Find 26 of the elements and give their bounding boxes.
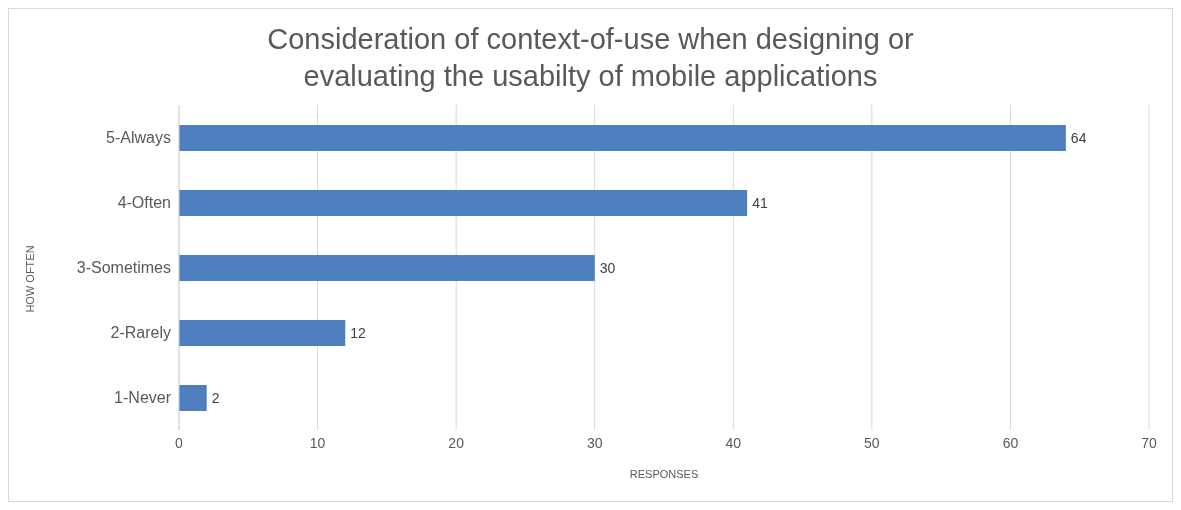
x-tick-label: 60 — [1002, 434, 1019, 451]
data-label: 12 — [350, 324, 367, 341]
x-tick-label: 0 — [175, 434, 184, 451]
y-tick-label: 1-Never — [114, 389, 172, 407]
bar — [179, 125, 1066, 151]
data-label: 30 — [599, 259, 616, 276]
y-axis-title: HOW OFTEN — [24, 245, 36, 313]
x-tick-label: 20 — [448, 434, 465, 451]
y-tick-label: 5-Always — [106, 129, 171, 147]
x-tick-label: 30 — [586, 434, 603, 451]
data-label: 41 — [752, 194, 768, 211]
bar — [179, 385, 207, 411]
y-tick-label: 4-Often — [117, 194, 171, 212]
bar — [179, 320, 346, 346]
x-tick-label: 50 — [864, 434, 880, 451]
y-tick-label: 2-Rarely — [110, 324, 171, 342]
x-axis-title: RESPONSES — [629, 468, 699, 480]
data-label: 2 — [211, 389, 220, 406]
data-label: 64 — [1070, 129, 1087, 146]
bar — [179, 190, 748, 216]
chart-title: Consideration of context-of-use when designing or evaluating the usabilty of mobile applications — [266, 22, 915, 94]
x-tick-label: 70 — [1141, 434, 1157, 451]
x-tick-label: 40 — [725, 434, 742, 451]
bar — [179, 255, 595, 281]
x-tick-label: 10 — [309, 434, 326, 451]
y-tick-label: 3-Sometimes — [76, 259, 171, 277]
